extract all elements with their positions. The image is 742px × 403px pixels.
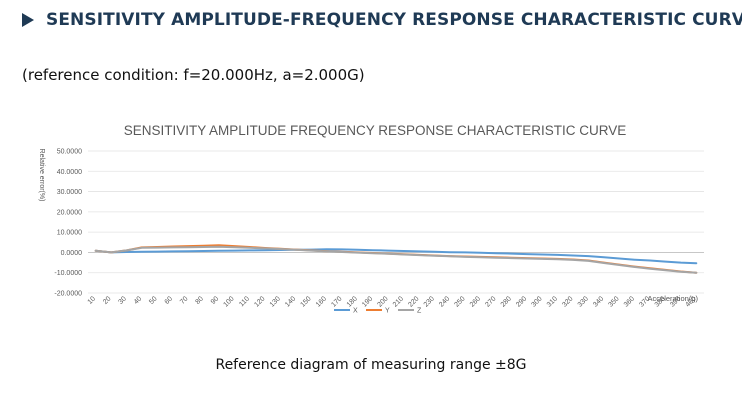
series-line-z (94, 245, 698, 274)
y-axis-label: Relative error(%) (38, 149, 45, 202)
section-heading: SENSITIVITY AMPLITUDE-FREQUENCY RESPONSE… (22, 10, 742, 30)
triangle-bullet-icon (22, 13, 34, 27)
y-tick-label: 0.0000 (61, 250, 83, 257)
x-tick-label: 320 (561, 295, 574, 308)
x-tick-label: 300 (531, 295, 544, 308)
x-tick-label: 190 (361, 295, 374, 308)
response-curve-chart: SENSITIVITY AMPLITUDE FREQUENCY RESPONSE… (38, 123, 704, 315)
x-tick-label: 80 (194, 295, 205, 306)
chart-legend: X Y Z (334, 308, 422, 315)
x-tick-label: 10 (87, 295, 98, 306)
x-tick-label: 70 (179, 295, 190, 306)
y-tick-label: -10.0000 (54, 270, 82, 277)
y-tick-label: -20.0000 (54, 291, 82, 298)
x-tick-label: 350 (608, 295, 621, 308)
y-tick-label: 10.0000 (57, 230, 82, 237)
x-axis-label: Acceleration(g) (648, 294, 699, 303)
chart-title: SENSITIVITY AMPLITUDE FREQUENCY RESPONSE… (124, 123, 627, 138)
gridlines (88, 150, 704, 294)
x-tick-label: 40 (133, 295, 144, 306)
x-tick-label: 120 (253, 295, 266, 308)
legend-label-x: X (353, 308, 358, 315)
x-tick-label: 360 (623, 295, 636, 308)
legend-label-z: Z (417, 308, 422, 315)
y-tick-label: 30.0000 (57, 189, 82, 196)
x-tick-label: 270 (484, 295, 497, 308)
section-heading-text: SENSITIVITY AMPLITUDE-FREQUENCY RESPONSE… (46, 10, 742, 30)
x-tick-label: 140 (284, 295, 297, 308)
x-tick-label: 110 (238, 295, 251, 308)
x-tick-label: 280 (500, 295, 513, 308)
x-tick-label: 230 (423, 295, 436, 308)
x-tick-label: 130 (269, 295, 282, 308)
x-tick-label: 290 (515, 295, 528, 308)
x-tick-label: 170 (330, 295, 343, 308)
series-lines (94, 244, 698, 274)
reference-condition: (reference condition: f=20.000Hz, a=2.00… (22, 66, 365, 84)
x-tick-label: 240 (438, 295, 451, 308)
series-line-x (94, 248, 698, 265)
chart-container: SENSITIVITY AMPLITUDE FREQUENCY RESPONSE… (32, 113, 712, 325)
x-tick-labels: 10 20 30 40 50 60 70 80 90 100 110 120 130 140 150 160 1… (87, 295, 698, 308)
x-tick-label: 150 (300, 295, 313, 308)
x-tick-label: 210 (392, 295, 405, 308)
x-tick-label: 160 (315, 295, 328, 308)
x-tick-label: 330 (577, 295, 590, 308)
x-tick-label: 250 (454, 295, 467, 308)
y-tick-label: 40.0000 (57, 169, 82, 176)
y-tick-label: 20.0000 (57, 209, 82, 216)
series-line-y (94, 244, 698, 274)
legend-label-y: Y (385, 308, 390, 315)
x-tick-label: 310 (546, 295, 559, 308)
y-tick-label: 50.0000 (57, 149, 82, 156)
figure-caption: Reference diagram of measuring range ±8G (215, 357, 527, 373)
x-tick-label: 100 (223, 295, 236, 308)
y-tick-labels: 50.0000 40.0000 30.0000 20.0000 10.0000 0.000… (54, 149, 82, 298)
x-tick-label: 50 (148, 295, 159, 306)
x-tick-label: 30 (117, 295, 128, 306)
x-tick-label: 90 (210, 295, 221, 306)
x-tick-label: 260 (469, 295, 482, 308)
x-tick-label: 20 (102, 295, 113, 306)
x-tick-label: 340 (592, 295, 605, 308)
x-tick-label: 60 (164, 295, 175, 306)
